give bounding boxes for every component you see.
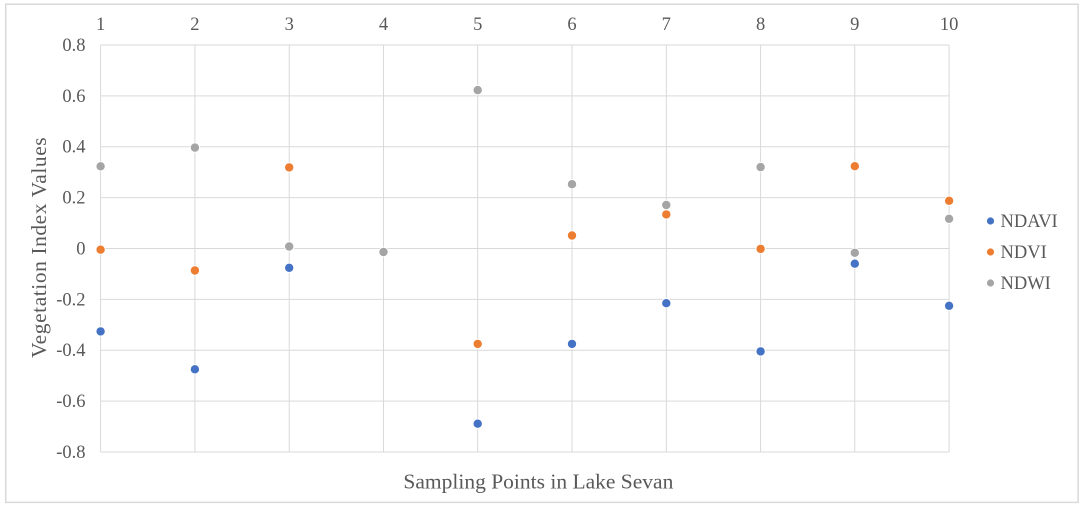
svg-text:NDAVI: NDAVI: [1001, 212, 1058, 232]
svg-text:10: 10: [940, 15, 959, 35]
svg-text:NDVI: NDVI: [1001, 243, 1047, 263]
svg-text:Vegetation Index Values: Vegetation Index Values: [27, 137, 51, 358]
svg-text:5: 5: [473, 15, 482, 35]
svg-text:0: 0: [76, 239, 85, 259]
svg-text:4: 4: [379, 15, 388, 35]
svg-text:8: 8: [756, 15, 765, 35]
svg-text:6: 6: [567, 15, 576, 35]
svg-text:0.6: 0.6: [62, 87, 85, 107]
svg-text:-0.2: -0.2: [56, 290, 85, 310]
svg-text:NDWI: NDWI: [1001, 274, 1051, 294]
svg-text:-0.8: -0.8: [56, 443, 85, 463]
svg-text:-0.4: -0.4: [56, 341, 85, 361]
svg-text:1: 1: [96, 15, 105, 35]
svg-text:9: 9: [850, 15, 859, 35]
svg-text:3: 3: [285, 15, 294, 35]
svg-text:0.4: 0.4: [62, 138, 85, 158]
svg-text:Sampling Points in Lake Sevan: Sampling Points in Lake Sevan: [403, 470, 673, 494]
svg-text:0.8: 0.8: [62, 36, 85, 56]
svg-text:7: 7: [662, 15, 671, 35]
svg-text:0.2: 0.2: [62, 189, 85, 209]
svg-text:2: 2: [190, 15, 199, 35]
svg-text:-0.6: -0.6: [56, 392, 85, 412]
